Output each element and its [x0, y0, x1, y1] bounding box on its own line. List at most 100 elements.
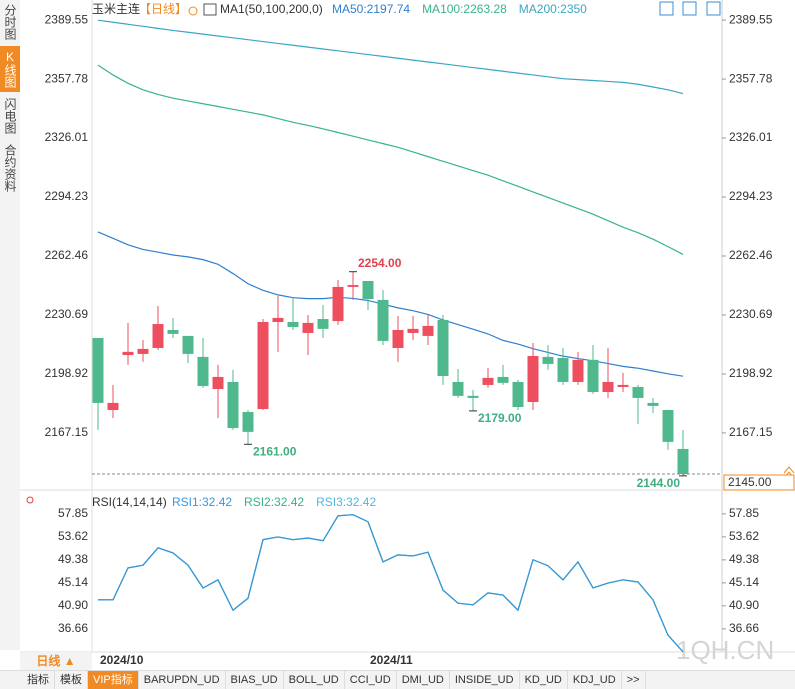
- y-tick-label: 2357.78: [45, 71, 89, 85]
- y-tick-label: 40.90: [58, 598, 88, 612]
- y-tick-label: 2294.23: [45, 189, 89, 203]
- y-tick-label: 49.38: [729, 552, 759, 566]
- candle-body: [557, 358, 569, 382]
- candle-body: [617, 384, 629, 387]
- indicator-tab[interactable]: INSIDE_UD: [450, 671, 520, 689]
- indicator-tab[interactable]: >>: [622, 671, 646, 689]
- candle-body: [632, 386, 644, 398]
- candle-body: [677, 448, 689, 475]
- legend-entry: RSI2:32.42: [244, 495, 304, 509]
- indicator-tab[interactable]: DMI_UD: [397, 671, 450, 689]
- candle-body: [287, 321, 299, 328]
- candle-body: [167, 329, 179, 334]
- candle-body: [347, 285, 359, 287]
- sidebar-tab[interactable]: 闪电图: [3, 98, 17, 134]
- indicator-tab[interactable]: VIP指标: [88, 671, 139, 689]
- indicator-tab[interactable]: 指标: [22, 671, 55, 689]
- watermark: 1QH.CN: [676, 635, 774, 665]
- legend-entry: RSI1:32.42: [172, 495, 232, 509]
- period-selector[interactable]: 日线 ▲: [20, 652, 92, 670]
- indicator-tabs: 指标 模板 VIP指标 BARUPDN_UD BIAS_UD BOLL_UD CCI_UD D…: [0, 670, 795, 689]
- y-tick-label: 2230.69: [729, 307, 773, 321]
- y-tick-label: 53.62: [729, 529, 759, 543]
- y-tick-label: 2167.15: [45, 425, 89, 439]
- indicator-label: MA1(50,100,200,0): [220, 2, 323, 16]
- candle-body: [362, 280, 374, 299]
- y-tick-label: 2230.69: [45, 307, 89, 321]
- indicator-tab[interactable]: 模板: [55, 671, 88, 689]
- y-tick-label: 40.90: [729, 598, 759, 612]
- y-tick-label: 2389.55: [45, 12, 89, 26]
- candle-body: [587, 359, 599, 392]
- candle-body: [332, 286, 344, 322]
- y-tick-label: 57.85: [729, 506, 759, 520]
- annotation-label: 2144.00: [637, 476, 681, 490]
- y-tick-label: 49.38: [58, 552, 88, 566]
- y-tick-label: 2389.55: [729, 12, 773, 26]
- y-tick-label: 2262.46: [45, 248, 89, 262]
- candle-body: [152, 324, 164, 348]
- sidebar-tab[interactable]: 分时图: [3, 4, 17, 40]
- x-tick-label: 2024/11: [370, 653, 413, 667]
- y-tick-label: 2167.15: [729, 425, 773, 439]
- indicator-tab[interactable]: BIAS_UD: [226, 671, 284, 689]
- y-tick-label: 45.14: [58, 575, 88, 589]
- y-tick-label: 53.62: [58, 529, 88, 543]
- candle-body: [242, 412, 254, 432]
- candle-body: [572, 359, 584, 382]
- line-series: [97, 64, 684, 255]
- candle-body: [422, 325, 434, 336]
- legend-entry: MA200:2350: [519, 2, 587, 16]
- legend-entry: MA100:2263.28: [422, 2, 507, 16]
- line-series: [97, 19, 684, 95]
- y-tick-label: 2198.92: [729, 366, 773, 380]
- candle-body: [392, 329, 404, 348]
- candle-body: [467, 395, 479, 398]
- indicator-tab[interactable]: BARUPDN_UD: [139, 671, 226, 689]
- indicator-tab[interactable]: KD_UD: [520, 671, 568, 689]
- y-tick-label: 2326.01: [45, 130, 89, 144]
- chart-bg: [20, 0, 795, 670]
- indicator-tab[interactable]: BOLL_UD: [284, 671, 345, 689]
- candle-body: [227, 381, 239, 428]
- y-tick-label: 2326.01: [729, 130, 773, 144]
- candle-body: [437, 319, 449, 377]
- y-tick-label: 36.66: [58, 621, 88, 635]
- zoom-in-icon[interactable]: [659, 1, 674, 16]
- fullscreen-icon[interactable]: [706, 1, 721, 16]
- candle-body: [542, 356, 554, 364]
- candle-body: [527, 355, 539, 402]
- annotation-label: 2161.00: [253, 444, 297, 458]
- y-tick-label: 2262.46: [729, 248, 773, 262]
- candle-body: [407, 328, 419, 333]
- indicator-tab[interactable]: KDJ_UD: [568, 671, 622, 689]
- candle-body: [302, 322, 314, 333]
- candle-body: [482, 377, 494, 385]
- zoom-out-icon[interactable]: [682, 1, 697, 16]
- candle-body: [257, 321, 269, 410]
- candle-body: [662, 409, 674, 442]
- last-price-box: [723, 474, 795, 491]
- candle-body: [512, 381, 524, 408]
- candle-body: [197, 356, 209, 387]
- y-tick-label: 45.14: [729, 575, 759, 589]
- add-icon[interactable]: [188, 6, 198, 16]
- candle-body: [497, 376, 509, 383]
- line-series: [97, 231, 684, 377]
- period-label: 【日线】: [139, 2, 187, 16]
- y-tick-label: 36.66: [729, 621, 759, 635]
- chart-title: 玉米主连: [92, 1, 140, 16]
- candle-body: [92, 337, 104, 403]
- sidebar-tab[interactable]: 合约资料: [3, 144, 17, 192]
- sidebar: 分时图 K线图闪电图合约资料: [0, 0, 21, 650]
- y-tick-label: 2357.78: [729, 71, 773, 85]
- y-tick-label: 2294.23: [729, 189, 773, 203]
- ma-icon[interactable]: [203, 3, 217, 16]
- indicator-tab[interactable]: CCI_UD: [345, 671, 397, 689]
- candle-body: [107, 402, 119, 410]
- sidebar-tab[interactable]: K线图: [0, 46, 20, 92]
- rsi-icon[interactable]: [26, 496, 34, 504]
- chart: 玉米主连 【日线】 MA1(50,100,200,0) RSI(14,14,14…: [20, 0, 795, 670]
- y-tick-label: 57.85: [58, 506, 88, 520]
